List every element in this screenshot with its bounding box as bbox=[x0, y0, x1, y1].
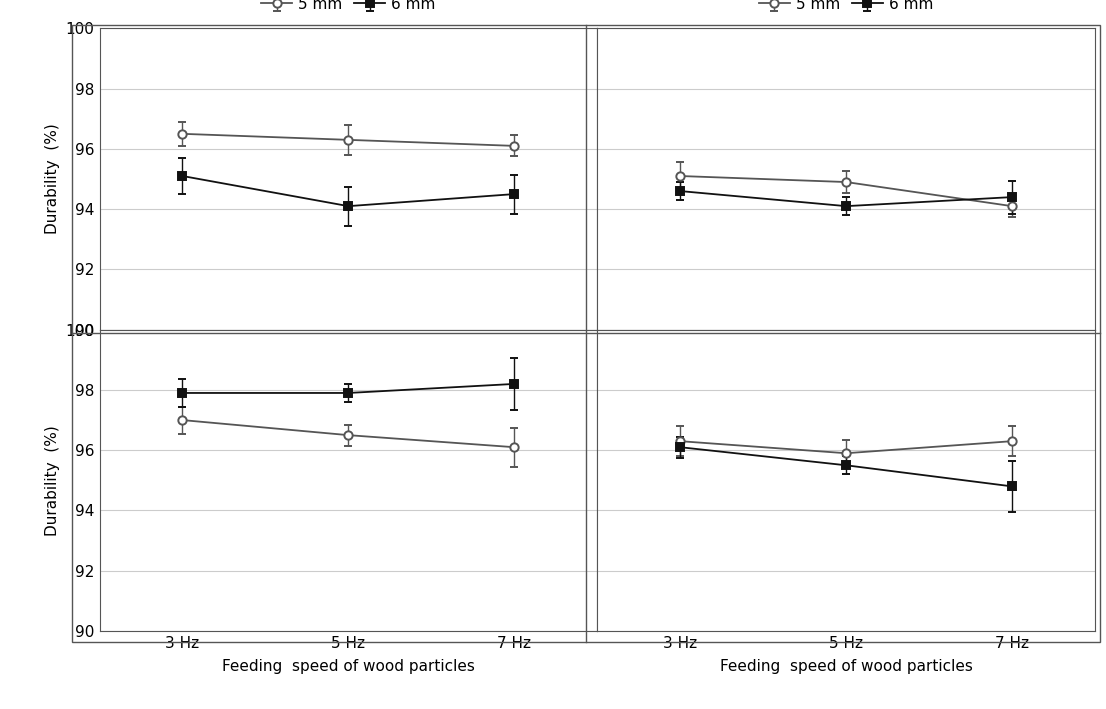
X-axis label: Feeding  speed of wood particles: Feeding speed of wood particles bbox=[720, 659, 972, 674]
X-axis label: Feeding  speed of wood particles: Feeding speed of wood particles bbox=[222, 659, 474, 674]
Y-axis label: Durability  (%): Durability (%) bbox=[45, 425, 60, 536]
Y-axis label: Durability  (%): Durability (%) bbox=[45, 123, 60, 235]
Legend: 5 mm, 6 mm: 5 mm, 6 mm bbox=[261, 0, 436, 12]
Legend: 5 mm, 6 mm: 5 mm, 6 mm bbox=[759, 0, 933, 12]
